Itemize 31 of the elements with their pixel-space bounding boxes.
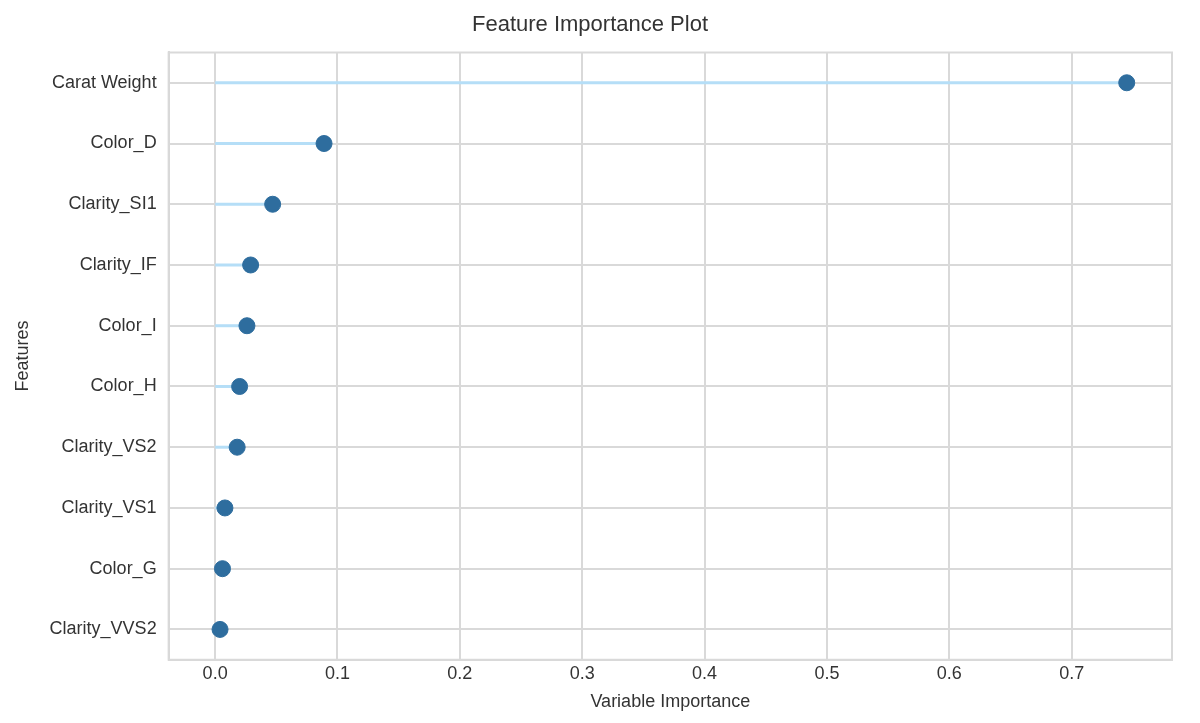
y-tick-label: Color_I	[98, 314, 157, 336]
x-axis-title: Variable Importance	[590, 691, 751, 712]
x-tick-label: 0.1	[324, 662, 351, 683]
y-tick-label: Color_G	[89, 557, 157, 579]
point	[238, 317, 256, 335]
point	[216, 499, 234, 517]
point	[228, 438, 246, 456]
y-tick-label: Carat Weight	[51, 71, 157, 92]
y-tick-label: Clarity_VS1	[61, 496, 157, 518]
point	[211, 620, 229, 638]
chart-title: Feature Importance Plot	[471, 11, 709, 37]
x-tick-label: 0.7	[1059, 662, 1085, 683]
point	[264, 195, 282, 213]
x-tick-label: 0.2	[447, 662, 473, 683]
x-tick-label: 0.6	[936, 662, 962, 683]
x-tick-label: 0.4	[692, 662, 718, 683]
x-tick-label: 0.5	[814, 662, 840, 683]
y-tick-label: Clarity_VVS2	[49, 618, 157, 640]
point	[213, 560, 231, 578]
y-tick-label: Clarity_SI1	[68, 193, 157, 215]
y-axis-title: Features	[11, 320, 32, 392]
point	[1118, 74, 1136, 92]
x-tick-label: 0.0	[202, 662, 228, 683]
y-tick-label: Color_D	[90, 132, 157, 154]
y-tick-label: Clarity_VS2	[61, 436, 157, 458]
point	[242, 256, 260, 274]
y-tick-label: Color_H	[90, 375, 157, 397]
point	[231, 377, 249, 395]
x-tick-label: 0.3	[569, 662, 595, 683]
point	[315, 135, 333, 153]
y-tick-label: Clarity_IF	[79, 253, 157, 275]
